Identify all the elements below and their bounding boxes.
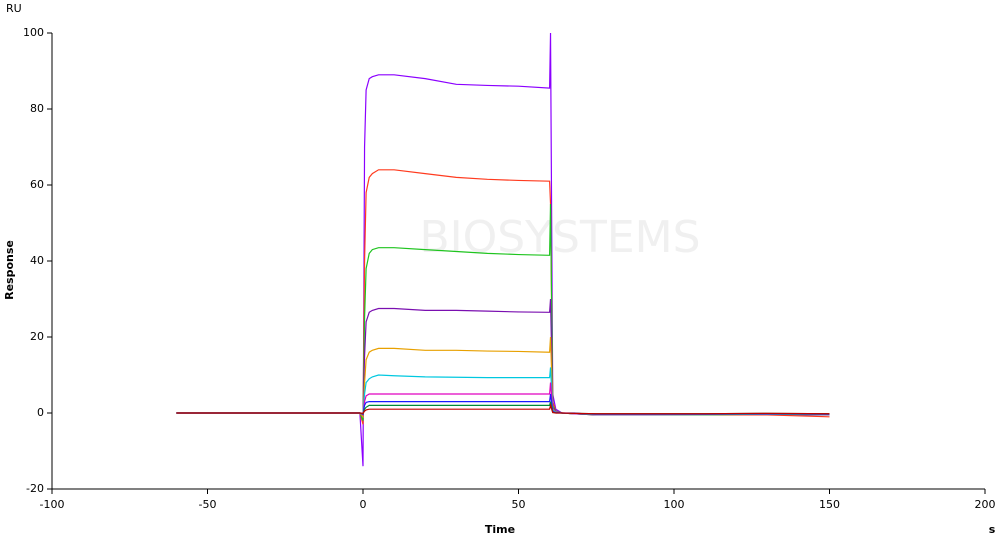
- watermark: BIOSYSTEMS: [419, 212, 700, 263]
- x-axis-label: Time: [485, 523, 515, 536]
- series-line: [176, 382, 830, 416]
- y-tick-label: 100: [23, 26, 44, 39]
- series-line: [176, 169, 830, 425]
- series-line: [176, 401, 830, 415]
- x-tick-label: 0: [360, 498, 367, 511]
- y-tick-label: 0: [37, 406, 44, 419]
- series-line: [176, 393, 830, 415]
- x-unit: s: [989, 523, 996, 536]
- x-tick-label: -100: [40, 498, 65, 511]
- x-tick-label: 50: [512, 498, 526, 511]
- y-unit: RU: [6, 2, 22, 15]
- y-tick-label: 20: [30, 330, 44, 343]
- y-tick-label: 40: [30, 254, 44, 267]
- series-line: [176, 403, 830, 415]
- y-tick-label: 80: [30, 102, 44, 115]
- x-tick-label: 100: [664, 498, 685, 511]
- x-tick-label: -50: [199, 498, 217, 511]
- x-tick-label: 200: [975, 498, 996, 511]
- series-line: [176, 367, 830, 416]
- x-tick-label: 150: [819, 498, 840, 511]
- y-tick-label: -20: [26, 482, 44, 495]
- y-axis-label: Response: [3, 240, 16, 300]
- series-line: [176, 298, 830, 419]
- y-tick-label: 60: [30, 178, 44, 191]
